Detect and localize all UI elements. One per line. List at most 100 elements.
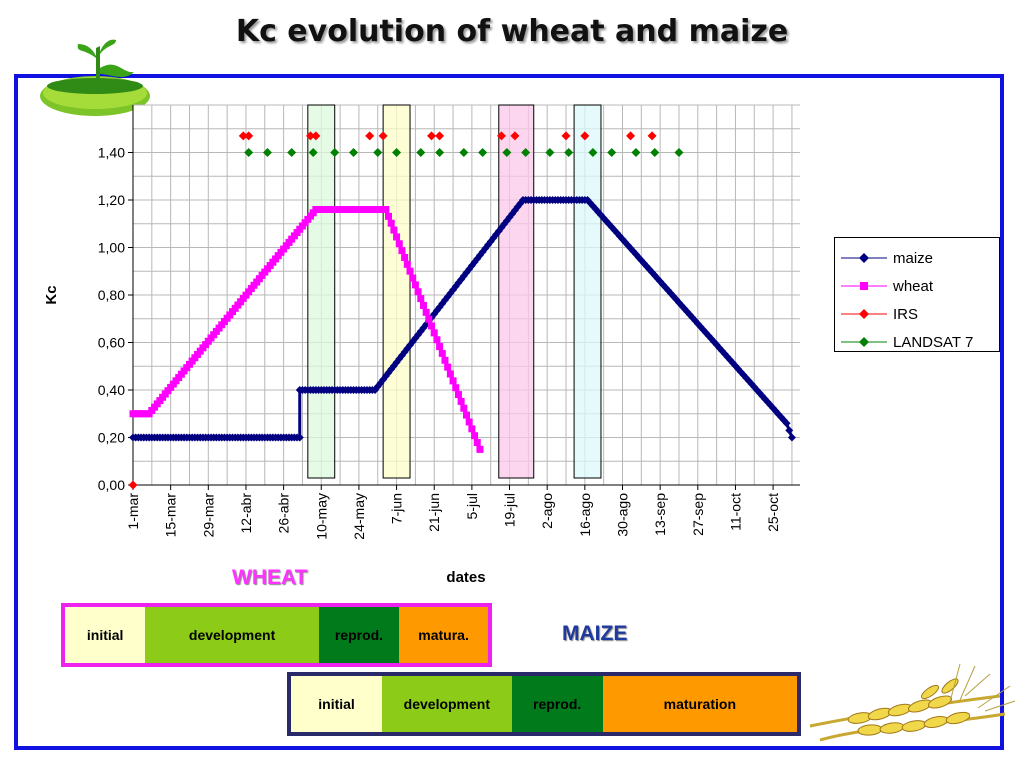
- y-tick-label: 1,20: [98, 192, 125, 208]
- wheat-point: [409, 274, 417, 282]
- legend-item: IRS: [835, 300, 999, 328]
- wheat-point: [430, 329, 438, 337]
- irs-point: [244, 131, 254, 141]
- wheat-point: [385, 212, 393, 220]
- stage-segment: reprod.: [511, 676, 603, 732]
- irs-point: [561, 131, 571, 141]
- landsat-7-point: [373, 148, 383, 157]
- stage-segment: development: [382, 676, 512, 732]
- legend-item: maize: [835, 244, 999, 272]
- y-tick-label: 0,60: [98, 335, 125, 351]
- landsat-7-point: [607, 148, 617, 157]
- landsat-7-point: [459, 148, 469, 157]
- legend-key-icon: [841, 337, 887, 347]
- landsat-7-point: [330, 148, 340, 157]
- wheat-point: [441, 356, 449, 364]
- wheat-point: [436, 343, 444, 351]
- irs-point: [378, 131, 388, 141]
- landsat-7-point: [262, 148, 272, 157]
- wheat-point: [403, 260, 411, 268]
- stage-segment: initial: [291, 676, 383, 732]
- landsat-7-point: [392, 148, 402, 157]
- irs-point: [306, 131, 316, 141]
- wheat-point: [401, 253, 409, 261]
- stage-segment: development: [145, 607, 319, 663]
- wheat-point: [460, 404, 468, 412]
- wheat-point: [457, 397, 465, 405]
- irs-point: [365, 131, 375, 141]
- chart-legend: maize wheat IRS LANDSAT 7: [834, 237, 1000, 352]
- x-tick-label: 1-mar: [125, 493, 141, 530]
- wheat-point: [452, 384, 460, 392]
- maize-stages-bar: initial development reprod. maturation: [287, 672, 801, 736]
- x-tick-label: 2-ago: [539, 493, 555, 529]
- legend-label: IRS: [893, 305, 919, 323]
- x-tick-label: 21-jun: [426, 493, 442, 532]
- wheat-point: [428, 322, 436, 330]
- landsat-7-point: [308, 148, 318, 157]
- landsat-7-point: [564, 148, 574, 157]
- landsat-7-point: [502, 148, 512, 157]
- landsat-7-point: [674, 148, 684, 157]
- wheat-point: [398, 247, 406, 255]
- maize-label: MAIZE: [562, 622, 628, 645]
- wheat-point: [476, 445, 484, 453]
- x-tick-label: 29-mar: [200, 493, 216, 538]
- wheat-point: [425, 315, 433, 323]
- x-tick-label: 10-may: [313, 493, 329, 540]
- landsat-7-point: [631, 148, 641, 157]
- wheat-point: [414, 288, 422, 296]
- x-tick-label: 25-oct: [765, 493, 781, 532]
- highlight-band: [307, 104, 336, 479]
- logo-icon: [40, 39, 150, 116]
- wheat-point: [422, 308, 430, 316]
- y-tick-label: 0,00: [98, 477, 125, 493]
- legend-key-icon: [841, 282, 887, 290]
- y-tick-label: 0,40: [98, 382, 125, 398]
- irs-point: [510, 131, 520, 141]
- slide-title: Kc evolution of wheat and maize: [235, 14, 789, 49]
- wheat-stages-bar: initial development reprod. matura.: [61, 603, 492, 667]
- wheat-point: [444, 363, 452, 371]
- landsat-7-point: [244, 148, 254, 157]
- wheat-point: [395, 240, 403, 248]
- landsat-7-point: [478, 148, 488, 157]
- landsat-7-point: [588, 148, 598, 157]
- wheat-point: [417, 295, 425, 303]
- wheat-point: [473, 439, 481, 447]
- x-tick-label: 27-sep: [690, 493, 706, 536]
- wheat-point: [463, 411, 470, 419]
- wheat-ear-icon: [809, 663, 1016, 742]
- maize-point: [473, 254, 482, 263]
- stage-segment: maturation: [602, 676, 797, 732]
- y-tick-label: 1,40: [98, 145, 125, 161]
- x-axis-title: dates: [446, 569, 485, 586]
- wheat-point: [390, 226, 398, 234]
- landsat-7-point: [545, 148, 555, 157]
- landsat-7-point: [287, 148, 297, 157]
- irs-point: [496, 131, 506, 141]
- wheat-point: [471, 432, 479, 440]
- irs-point: [311, 131, 321, 141]
- y-tick-label: 0,80: [98, 287, 125, 303]
- x-tick-label: 30-ago: [614, 493, 630, 537]
- wheat-point: [419, 301, 427, 309]
- wheat-point: [446, 370, 454, 378]
- wheat-point: [393, 233, 401, 241]
- highlight-band: [498, 104, 535, 479]
- x-tick-label: 24-may: [351, 493, 367, 540]
- highlight-band: [382, 104, 411, 479]
- x-tick-label: 12-abr: [238, 493, 254, 534]
- landsat-7-point: [650, 148, 660, 157]
- landsat-7-point: [435, 148, 445, 157]
- irs-point: [128, 480, 138, 490]
- highlight-band: [573, 104, 602, 479]
- maize-point: [785, 426, 794, 435]
- wheat-point: [382, 206, 390, 213]
- maize-point: [782, 419, 791, 428]
- x-tick-label: 5-jul: [464, 493, 480, 519]
- x-tick-label: 26-abr: [276, 493, 292, 534]
- maize-point: [787, 433, 796, 442]
- legend-item: wheat: [835, 272, 999, 300]
